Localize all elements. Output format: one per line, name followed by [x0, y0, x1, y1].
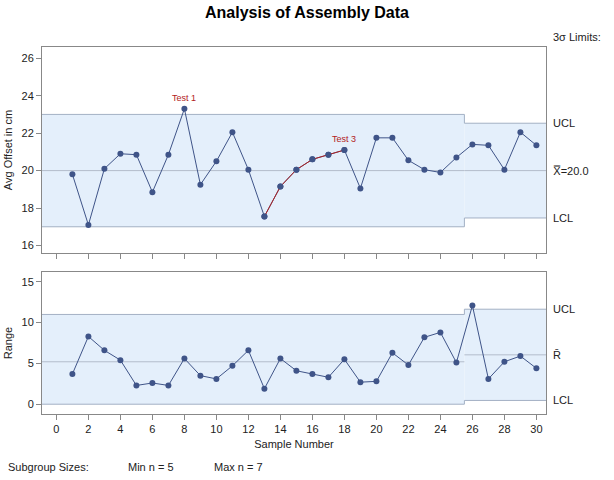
svg-text:UCL: UCL	[553, 117, 575, 129]
svg-text:26: 26	[22, 52, 34, 64]
svg-text:R̄: R̄	[553, 349, 561, 361]
svg-text:24: 24	[22, 90, 34, 102]
svg-text:0: 0	[28, 398, 34, 410]
svg-text:2: 2	[85, 423, 91, 435]
svg-text:Min n = 5: Min n = 5	[128, 461, 174, 473]
svg-text:LCL: LCL	[553, 394, 573, 406]
svg-text:Subgroup Sizes:: Subgroup Sizes:	[8, 461, 89, 473]
svg-text:8: 8	[181, 423, 187, 435]
svg-text:20: 20	[22, 164, 34, 176]
svg-text:22: 22	[402, 423, 414, 435]
svg-text:Range: Range	[2, 327, 14, 359]
svg-text:X̿=20.0: X̿=20.0	[553, 165, 589, 177]
svg-text:30: 30	[530, 423, 542, 435]
svg-text:3σ Limits:: 3σ Limits:	[553, 31, 601, 43]
svg-text:18: 18	[22, 202, 34, 214]
svg-text:LCL: LCL	[553, 212, 573, 224]
svg-text:14: 14	[274, 423, 286, 435]
svg-text:UCL: UCL	[553, 303, 575, 315]
svg-text:16: 16	[306, 423, 318, 435]
svg-text:20: 20	[370, 423, 382, 435]
svg-text:12: 12	[242, 423, 254, 435]
svg-text:Test 3: Test 3	[332, 134, 356, 144]
svg-text:5: 5	[28, 357, 34, 369]
svg-text:10: 10	[210, 423, 222, 435]
svg-text:24: 24	[434, 423, 446, 435]
svg-text:0: 0	[53, 423, 59, 435]
svg-text:16: 16	[22, 239, 34, 251]
svg-text:Test 1: Test 1	[172, 93, 196, 103]
svg-text:28: 28	[498, 423, 510, 435]
svg-text:4: 4	[117, 423, 123, 435]
svg-text:15: 15	[22, 276, 34, 288]
svg-text:26: 26	[466, 423, 478, 435]
svg-text:18: 18	[338, 423, 350, 435]
svg-text:22: 22	[22, 127, 34, 139]
svg-text:Max n = 7: Max n = 7	[214, 461, 263, 473]
svg-text:Analysis of Assembly Data: Analysis of Assembly Data	[205, 4, 409, 21]
svg-text:10: 10	[22, 316, 34, 328]
svg-text:6: 6	[149, 423, 155, 435]
svg-text:Sample Number: Sample Number	[254, 438, 334, 450]
svg-text:Avg Offset in cm: Avg Offset in cm	[2, 110, 14, 190]
